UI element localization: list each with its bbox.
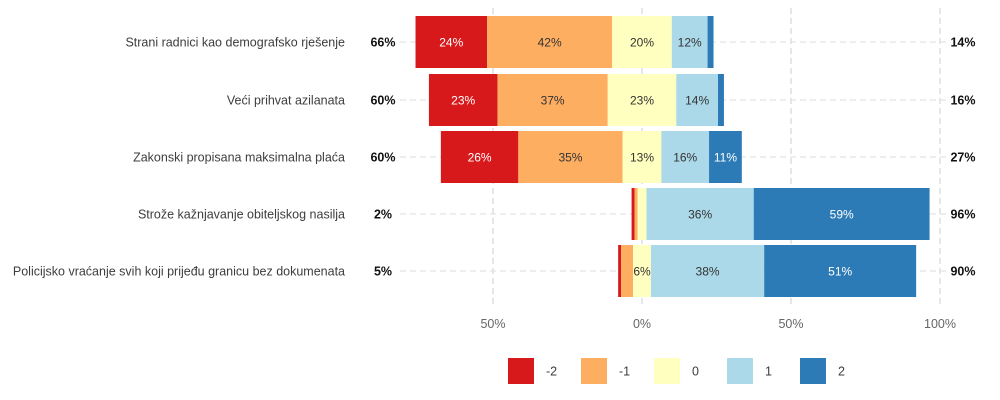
right-total-label: 27% [950,151,975,165]
category-labels: Strani radnici kao demografsko rješenje V… [13,36,345,279]
left-total-label: 60% [370,94,395,108]
legend-swatch [508,358,534,384]
bar-row: 36% 59% [631,188,930,240]
bar-segment-0 [622,131,662,183]
legend-label: 0 [692,365,699,379]
segment-value-label: 35% [558,151,582,165]
bar-segment-2 [764,245,917,297]
x-tick-label: 100% [924,317,956,331]
right-total-label: 16% [950,94,975,108]
bar-segment--1 [621,245,634,297]
bars: 24% 42% 20% 12% 23% 37% 23% 14% 26% 35% 13% 16% 11% 3… [415,16,930,297]
segment-value-label: 51% [828,265,852,279]
legend-label: -1 [619,365,630,379]
bar-segment-2 [707,16,714,68]
bar-segment--1 [634,188,638,240]
legend-label: -2 [546,365,557,379]
bar-segment--1 [497,74,608,126]
legend-swatch [581,358,607,384]
bar-segment--1 [518,131,623,183]
bar-segment-0 [607,74,677,126]
bar-row: 23% 37% 23% 14% [428,74,724,126]
segment-value-label: 59% [830,208,854,222]
x-tick-label: 0% [633,317,651,331]
right-total-label: 90% [950,265,975,279]
segment-value-label: 23% [451,94,475,108]
bar-segment-2 [717,74,724,126]
segment-value-label: 16% [673,151,697,165]
bar-segment-1 [646,188,754,240]
category-label: Policijsko vraćanje svih koji prijeđu gr… [13,265,345,279]
totals: 66% 60% 60% 2% 5% 14% 16% 27% 96% 90% [370,36,975,279]
bar-segment-1 [650,245,765,297]
legend-item: 1 [727,358,772,384]
bar-segment-1 [671,16,708,68]
bar-segment--2 [428,74,498,126]
segment-value-label: 12% [678,36,702,50]
bar-segment-2 [709,131,742,183]
segment-value-label: 37% [541,94,565,108]
bar-segment-0 [637,188,647,240]
bar-segment--2 [415,16,488,68]
bar-segment-1 [661,131,710,183]
legend-item: -2 [508,358,557,384]
left-total-label: 5% [374,265,392,279]
segment-value-label: 42% [538,36,562,50]
segment-value-label: 26% [468,151,492,165]
x-axis: 50% 0% 50% 100% [480,317,956,331]
segment-value-label: 23% [630,94,654,108]
x-tick-label: 50% [778,317,803,331]
left-total-label: 60% [370,151,395,165]
category-label: Veći prihvat azilanata [227,94,345,108]
right-total-label: 14% [950,36,975,50]
legend-swatch [727,358,753,384]
left-total-label: 66% [370,36,395,50]
bar-segment-2 [753,188,930,240]
bar-segment--2 [440,131,519,183]
legend-label: 2 [838,365,845,379]
bar-segment--2 [631,188,635,240]
legend-item: -1 [581,358,630,384]
category-label: Zakonski propisana maksimalna plaća [133,151,345,165]
category-label: Strože kažnjavanje obiteljskog nasilja [138,208,345,222]
bar-row: 26% 35% 13% 16% 11% [440,131,742,183]
bar-segment--2 [618,245,622,297]
legend-swatch [654,358,680,384]
bar-segment--1 [487,16,613,68]
category-label: Strani radnici kao demografsko rješenje [125,36,345,50]
legend-item: 0 [654,358,699,384]
segment-value-label: 38% [696,265,720,279]
x-tick-label: 50% [480,317,505,331]
bar-segment-0 [633,245,651,297]
bar-segment-0 [612,16,672,68]
bar-segment-1 [676,74,718,126]
legend-item: 2 [800,358,845,384]
bar-row: 24% 42% 20% 12% [415,16,714,68]
segment-value-label: 24% [439,36,463,50]
segment-value-label: 11% [714,151,737,165]
legend: -2 -1 0 1 2 [508,358,845,384]
bar-row: 6% 38% 51% [618,245,917,297]
segment-value-label: 36% [688,208,712,222]
left-total-label: 2% [374,208,392,222]
legend-label: 1 [765,365,772,379]
segment-value-label: 6% [633,265,651,279]
segment-value-label: 20% [630,36,654,50]
segment-value-label: 14% [685,94,709,108]
legend-swatch [800,358,826,384]
right-total-label: 96% [950,208,975,222]
segment-value-label: 13% [630,151,654,165]
